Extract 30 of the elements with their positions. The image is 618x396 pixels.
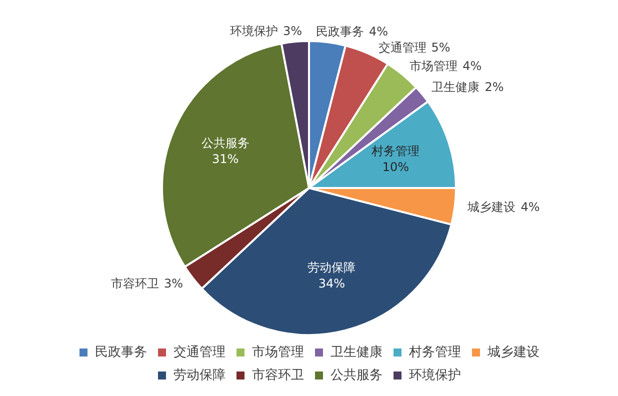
slice-label: 市容环卫 — [111, 276, 160, 290]
legend-label: 村务管理 — [408, 344, 461, 360]
data-label: 3% — [164, 276, 184, 290]
legend-label: 城乡建设 — [486, 344, 540, 360]
legend-label: 市容环卫 — [252, 366, 304, 383]
legend-label: 交通管理 — [174, 344, 226, 360]
legend-label: 民政事务 — [95, 344, 147, 360]
slice-label: 劳动保障 — [308, 260, 356, 274]
slice-label: 卫生健康 — [432, 80, 480, 94]
legend-label: 市场管理 — [252, 344, 304, 360]
data-label: 4% — [462, 59, 482, 74]
slice-label: 市场管理 — [410, 59, 458, 74]
data-label: 4% — [369, 24, 388, 38]
legend-label: 公共服务 — [330, 368, 382, 383]
data-label: 5% — [431, 40, 450, 54]
data-label: 31% — [212, 152, 239, 166]
slice-label: 公共服务 — [201, 136, 250, 150]
data-label: 2% — [484, 80, 504, 94]
slice-label: 交通管理 — [378, 40, 426, 54]
slice-label: 民政事务 — [316, 24, 364, 38]
data-label: 3% — [282, 24, 302, 38]
legend-label: 劳动保障 — [174, 368, 226, 383]
slice-label: 城乡建设 — [466, 200, 516, 214]
slice-label: 环境保护 — [230, 24, 278, 38]
legend-label: 环境保护 — [409, 366, 461, 383]
data-label: 34% — [318, 276, 345, 290]
data-label: 10% — [382, 160, 410, 174]
slice-label: 村务管理 — [370, 144, 420, 158]
legend-label: 卫生健康 — [330, 344, 382, 360]
data-label: 4% — [520, 200, 540, 214]
